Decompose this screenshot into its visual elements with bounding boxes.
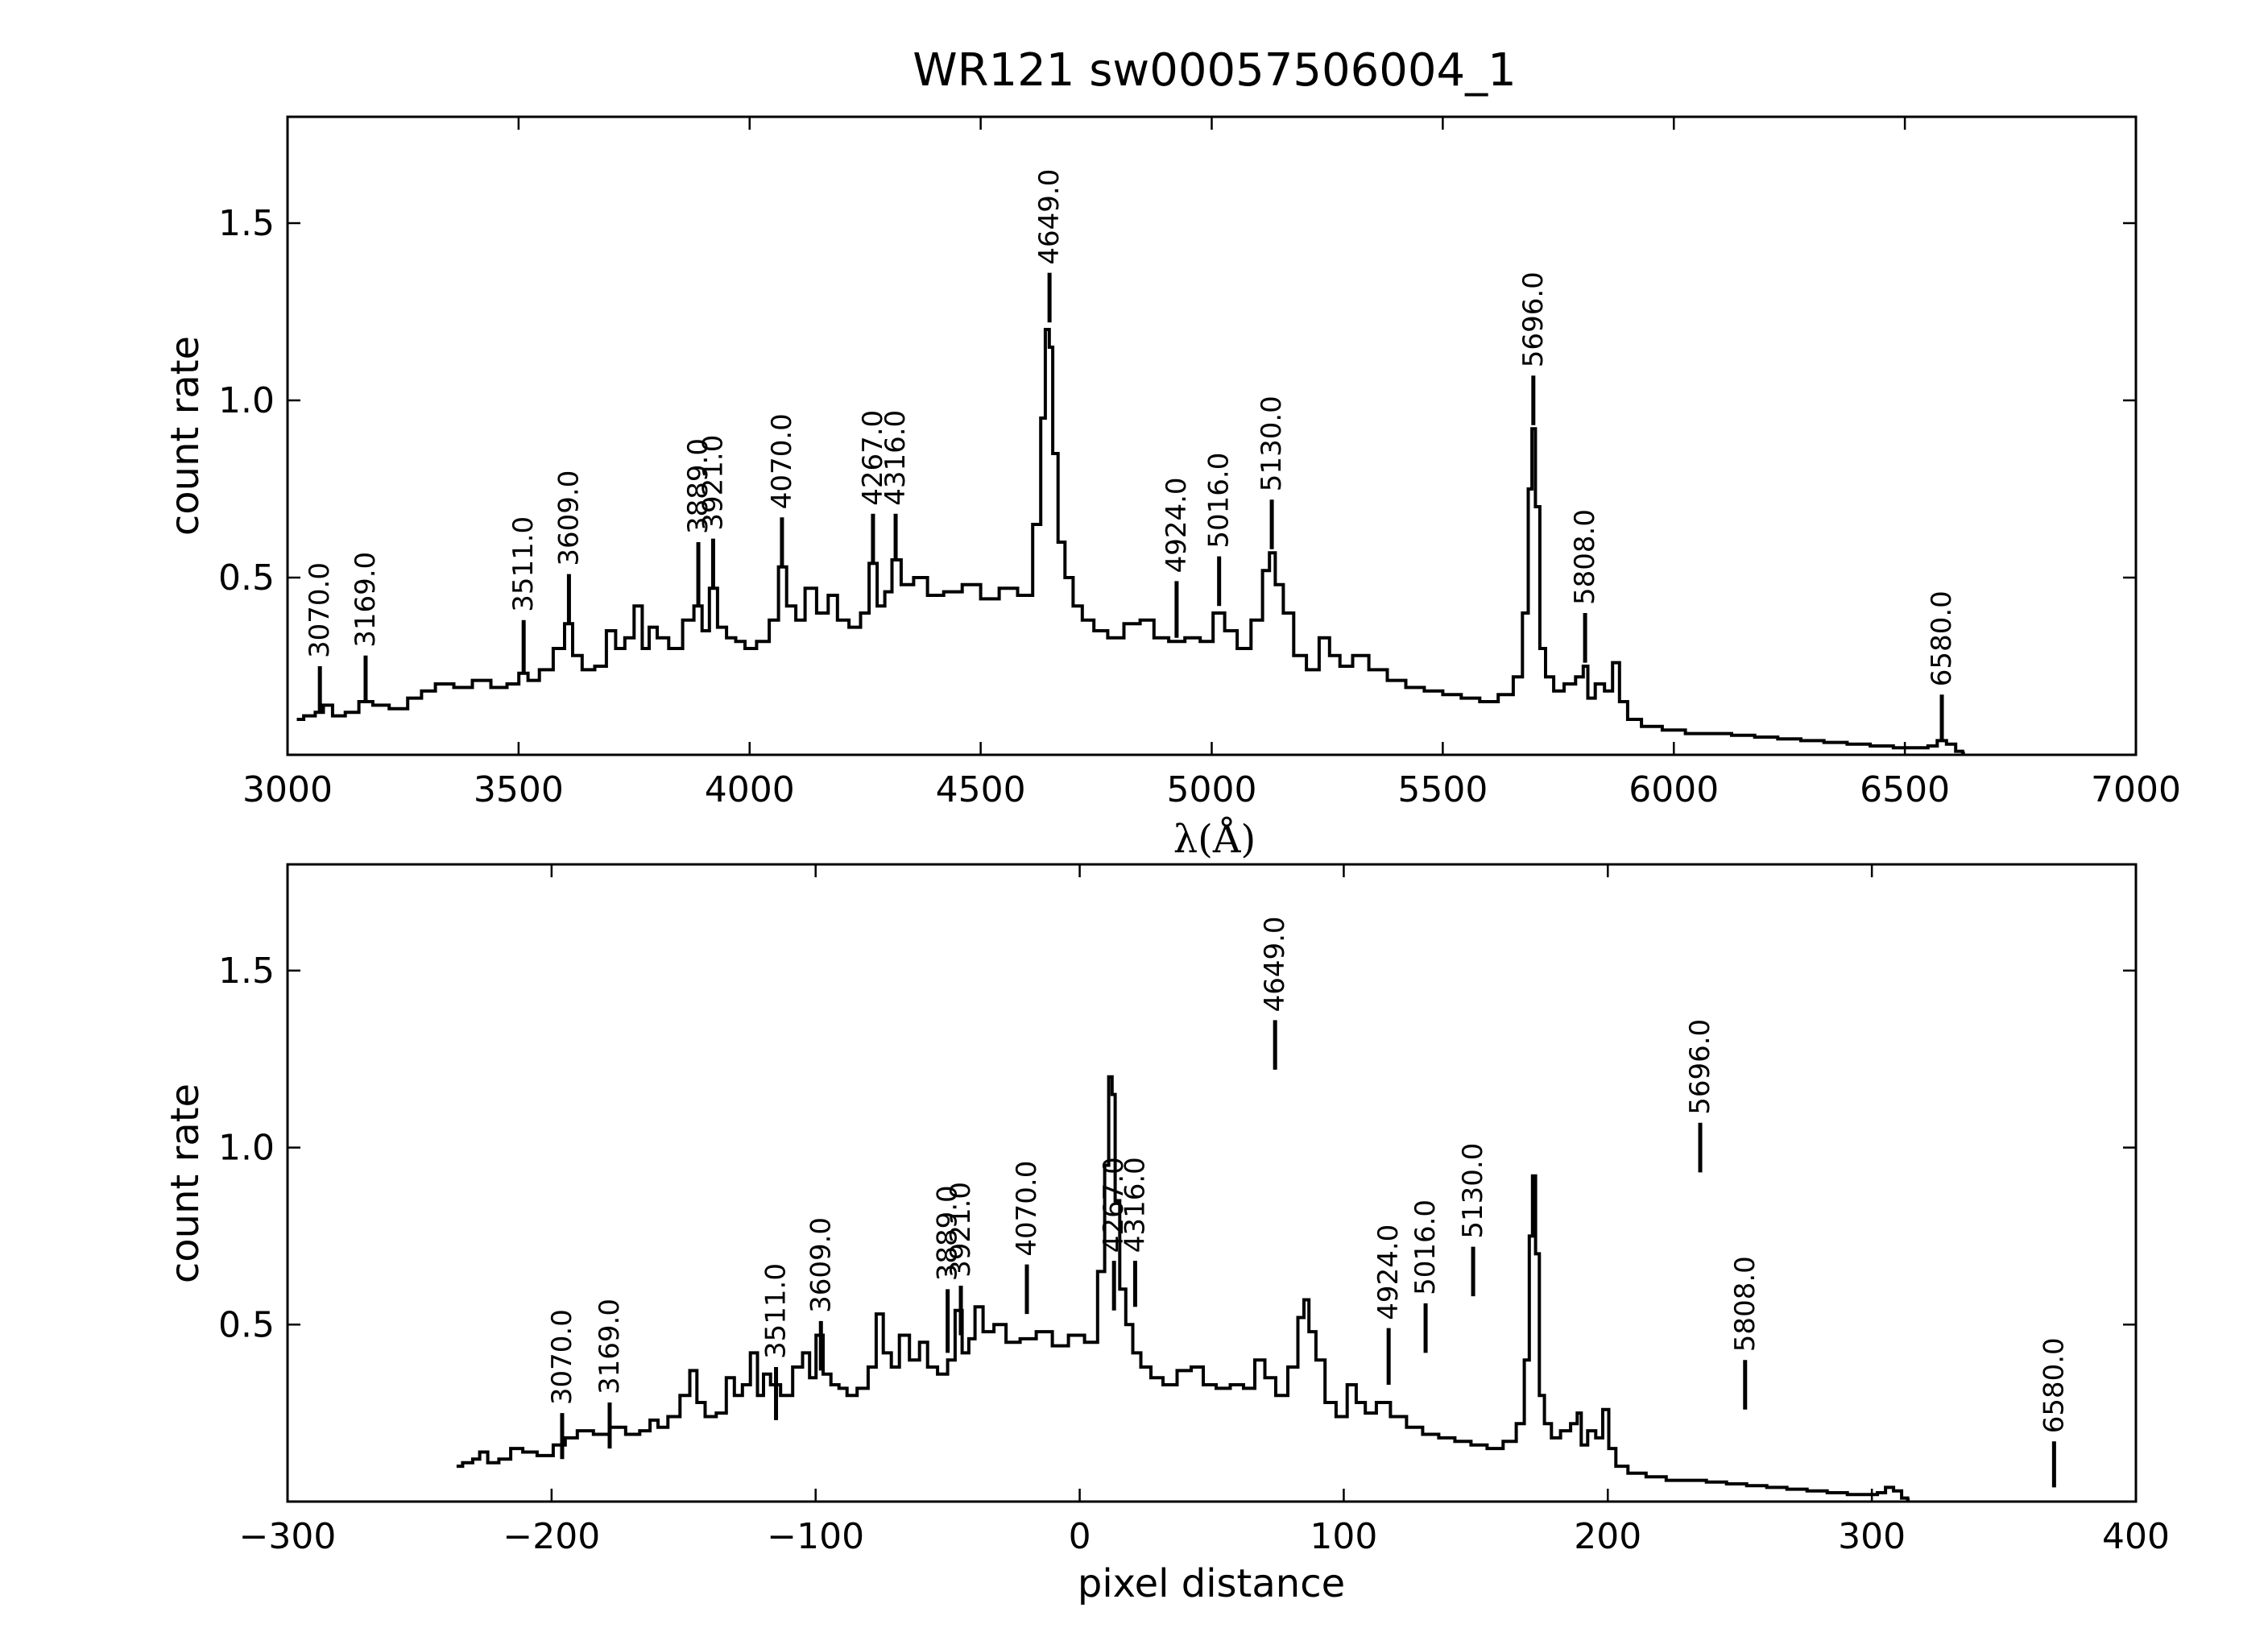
pixel-line-label: 3921.0 (945, 1182, 977, 1278)
wavelength-xtick-label: 5500 (1397, 769, 1488, 810)
pixel-xtick-label: −300 (239, 1516, 337, 1557)
pixel-line-label: 4649.0 (1259, 916, 1291, 1012)
wavelength-xtick-label: 7000 (2091, 769, 2181, 810)
wavelength-xtick-label: 6500 (1860, 769, 1950, 810)
pixel-panel-xlabel: pixel distance (1078, 1561, 1345, 1606)
wavelength-spectrum-line (296, 328, 1965, 755)
wavelength-line-label: 4070.0 (766, 413, 798, 509)
wavelength-line-label: 6580.0 (1926, 590, 1958, 686)
wavelength-line-label: 4267.0 (857, 410, 889, 506)
pixel-line-label: 4267.0 (1098, 1157, 1130, 1253)
pixel-line-label: 6580.0 (2038, 1337, 2070, 1433)
pixel-ytick-label: 1.0 (218, 1128, 275, 1169)
pixel-line-label: 3889.0 (932, 1185, 964, 1281)
pixel-ytick-label: 0.5 (218, 1304, 275, 1345)
pixel-panel-ylabel: count rate (163, 1083, 208, 1283)
wavelength-xtick-label: 4000 (705, 769, 795, 810)
pixel-xtick-label: 100 (1310, 1516, 1377, 1557)
pixel-xtick-label: −100 (767, 1516, 864, 1557)
wavelength-line-label: 3921.0 (697, 435, 729, 531)
wavelength-panel-ticks: 3000 3500 4000 4500 5000 5500 6000 6500 7000 0.5 1… (218, 117, 2181, 810)
chart-title: WR121 sw00057506004_1 (913, 44, 1517, 97)
wavelength-line-label: 3169.0 (350, 552, 382, 648)
wavelength-line-label: 3889.0 (682, 438, 714, 534)
pixel-panel-ticks: −300 −200 −100 0 100 200 300 400 0.5 1.0 1.5 (218, 864, 2170, 1557)
wavelength-ytick-label: 1.0 (218, 380, 275, 421)
pixel-xtick-label: 400 (2102, 1516, 2170, 1557)
pixel-line-label: 4924.0 (1372, 1224, 1405, 1320)
pixel-line-label: 3070.0 (546, 1309, 578, 1405)
wavelength-ytick-label: 0.5 (218, 557, 275, 599)
pixel-panel-frame (286, 863, 2138, 1503)
wavelength-line-label: 3609.0 (553, 470, 585, 566)
pixel-xtick-label: 0 (1069, 1516, 1091, 1557)
wavelength-panel-frame (286, 115, 2138, 756)
wavelength-line-label: 5130.0 (1256, 396, 1288, 491)
pixel-line-label: 3609.0 (805, 1217, 837, 1313)
wavelength-line-label: 5696.0 (1517, 271, 1550, 367)
wavelength-xtick-label: 5000 (1167, 769, 1257, 810)
wavelength-line-label: 4924.0 (1161, 477, 1193, 573)
pixel-line-label: 4070.0 (1011, 1161, 1043, 1257)
wavelength-line-label: 5808.0 (1569, 509, 1601, 605)
wavelength-ytick-label: 1.5 (218, 203, 275, 244)
wavelength-line-label: 5016.0 (1203, 453, 1235, 549)
wavelength-line-label: 3511.0 (507, 516, 540, 612)
pixel-xtick-label: 300 (1838, 1516, 1906, 1557)
pixel-line-label: 5016.0 (1409, 1199, 1442, 1295)
wavelength-xtick-label: 3000 (242, 769, 333, 810)
wavelength-line-label: 4316.0 (879, 410, 912, 506)
pixel-line-label: 5808.0 (1729, 1256, 1761, 1352)
wavelength-xtick-label: 6000 (1629, 769, 1719, 810)
wavelength-line-label: 4649.0 (1033, 169, 1066, 265)
pixel-ytick-label: 1.5 (218, 951, 275, 992)
wavelength-line-label: 3070.0 (304, 562, 336, 658)
wavelength-xtick-label: 3500 (474, 769, 564, 810)
pixel-line-label: 4316.0 (1119, 1157, 1151, 1253)
wavelength-xtick-label: 4500 (936, 769, 1026, 810)
pixel-xtick-label: 200 (1574, 1516, 1641, 1557)
pixel-xtick-label: −200 (503, 1516, 600, 1557)
pixel-spectrum-line (456, 1075, 1910, 1502)
wavelength-panel-ylabel: count rate (163, 336, 208, 536)
pixel-line-label: 5130.0 (1457, 1143, 1489, 1239)
wavelength-panel-xlabel: λ(Å) (1173, 816, 1256, 862)
pixel-line-label: 3511.0 (760, 1263, 793, 1359)
pixel-line-label: 5696.0 (1684, 1019, 1716, 1115)
pixel-line-label: 3169.0 (594, 1299, 626, 1394)
